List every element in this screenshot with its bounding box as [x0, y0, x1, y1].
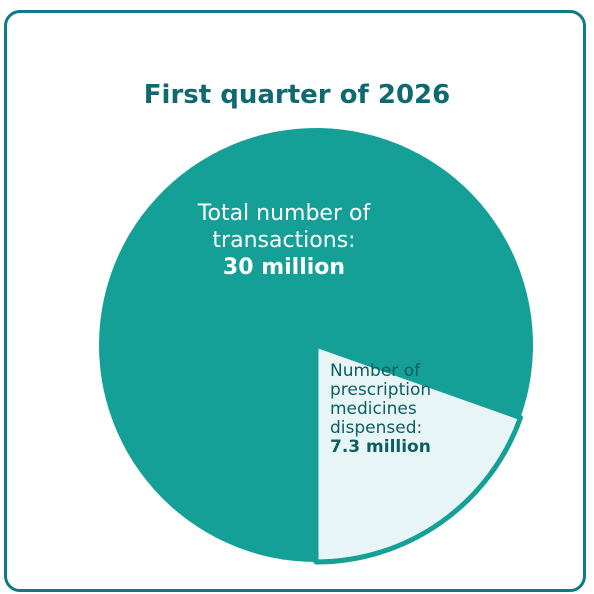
pie-slice-prescription-medicines: [313, 342, 523, 565]
chart-title: First quarter of 2026: [143, 80, 451, 110]
slice-value-label: 7.3 million: [330, 437, 431, 457]
slice-label-line: medicines: [330, 399, 417, 419]
slice-label-total-transactions: Total number of transactions: 30 million: [156, 200, 412, 281]
slice-label-line: prescription: [330, 380, 432, 400]
slice-label-line: Number of: [330, 361, 421, 381]
slice-label-prescription-medicines: Number of prescription medicines dispens…: [330, 362, 490, 457]
slice-label-line: transactions:: [212, 228, 356, 253]
slice-value-label: 30 million: [222, 255, 346, 280]
slice-label-line: Total number of: [197, 201, 371, 226]
slice-label-line: dispensed:: [330, 418, 423, 438]
